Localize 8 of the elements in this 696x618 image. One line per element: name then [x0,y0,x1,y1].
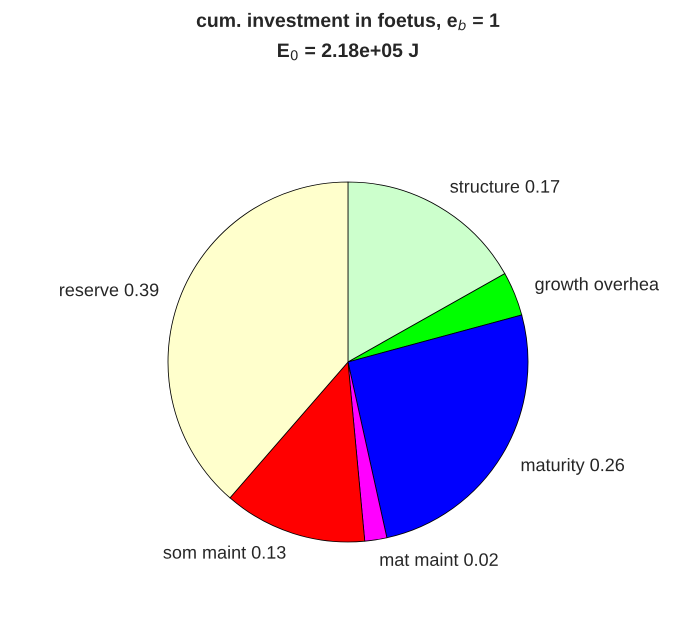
slice-label: growth overhea [535,277,660,294]
slice-label: reserve 0.39 [60,283,158,296]
slice-label: maturity 0.26 [522,458,624,475]
slice-label: structure 0.17 [450,180,560,193]
slice-label: som maint 0.13 [163,546,286,559]
chart-subtitle: E$_{0}$ = 2.18e+05 J [278,43,418,60]
chart-title: cum. investment in foetus, e$_{b}$ = 1 [196,12,500,30]
slice-label: mat maint 0.02 [380,552,498,566]
